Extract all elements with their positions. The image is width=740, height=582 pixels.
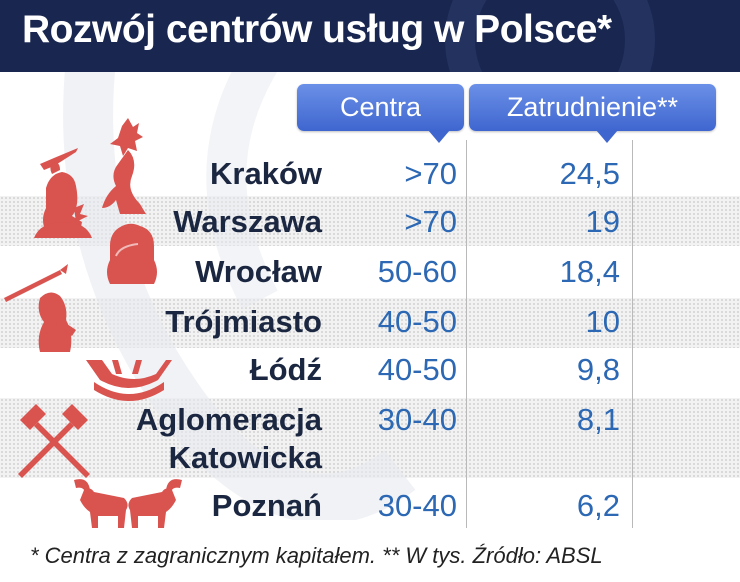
footnote: * Centra z zagranicznym kapitałem. ** W … (30, 543, 603, 568)
centra-warszawa: >70 (404, 204, 457, 239)
city-poznan: Poznań (211, 488, 322, 523)
zatrudnienie-wroclaw: 18,4 (559, 254, 620, 289)
column-header-centra-label: Centra (339, 92, 422, 122)
zatrudnienie-lodz: 9,8 (576, 352, 620, 387)
city-warszawa: Warszawa (173, 204, 322, 239)
city-krakow: Kraków (210, 156, 322, 191)
mermaid-icon (107, 223, 157, 284)
zatrudnienie-krakow: 24,5 (559, 156, 620, 191)
city-lodz: Łódź (249, 352, 322, 387)
boat-icon (86, 360, 172, 401)
centra-wroclaw: 50-60 (377, 254, 457, 289)
city-trojmiasto: Trójmiasto (165, 304, 322, 339)
column-divider (632, 140, 633, 528)
city-katowice: Aglomeracja Katowicka (135, 402, 322, 475)
centra-lodz: 40-50 (377, 352, 457, 387)
centra-katowice: 30-40 (377, 402, 457, 437)
dwarf-icon (4, 264, 76, 352)
hammers-icon (18, 404, 90, 478)
header-watermark (445, 0, 655, 72)
zatrudnienie-katowice: 8,1 (576, 402, 620, 437)
centra-krakow: >70 (404, 156, 457, 191)
pill-pointer (596, 130, 618, 143)
centra-trojmiasto: 40-50 (377, 304, 457, 339)
column-header-centra: Centra (297, 84, 464, 131)
column-header-zatrudnienie-label: Zatrudnienie** (506, 92, 679, 122)
zatrudnienie-trojmiasto: 10 (585, 304, 620, 339)
column-header-zatrudnienie: Zatrudnienie** (469, 84, 716, 131)
zatrudnienie-poznan: 6,2 (576, 488, 620, 523)
header-bar: Rozwój centrów usług w Polsce* (0, 0, 740, 72)
zatrudnienie-warszawa: 19 (585, 204, 620, 239)
centra-poznan: 30-40 (377, 488, 457, 523)
city-wroclaw: Wrocław (195, 254, 322, 289)
page-title: Rozwój centrów usług w Polsce* (22, 8, 612, 51)
column-divider (466, 140, 467, 528)
pill-pointer (428, 130, 450, 143)
dragon-castle-icon (34, 118, 146, 238)
goats-icon (74, 479, 182, 528)
